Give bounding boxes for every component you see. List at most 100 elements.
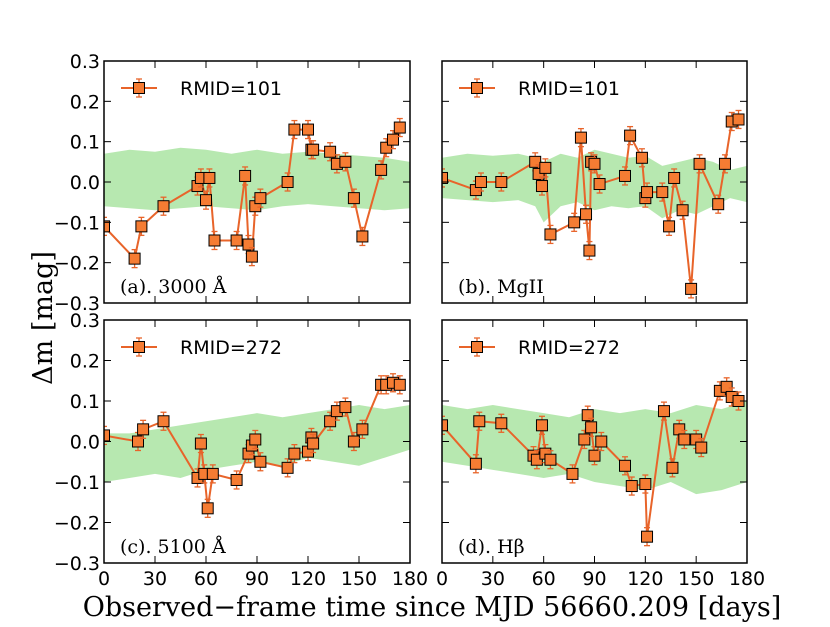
- data-point: [676, 204, 689, 217]
- data-point: [641, 186, 654, 199]
- data-point: [288, 447, 301, 460]
- data-point: [201, 502, 214, 515]
- y-tick-label: 0.1: [70, 391, 100, 413]
- panels: −0.3 −0.2 −0.1 0.0 0.1 0.2 0.3 RMID=101 (a). 300…: [54, 51, 765, 590]
- legend-marker: [133, 82, 145, 94]
- plot-area: [442, 377, 747, 547]
- data-point: [288, 123, 301, 136]
- data-point: [583, 244, 596, 257]
- x-tick-label: 30: [143, 568, 167, 590]
- data-point: [469, 457, 482, 470]
- legend: RMID=272: [121, 337, 282, 359]
- panel-label: (c). 5100 Å: [120, 536, 226, 558]
- y-tick-label: 0.2: [70, 91, 100, 113]
- data-point: [732, 113, 745, 126]
- data-point: [535, 180, 548, 193]
- data-point: [535, 419, 548, 432]
- data-point: [281, 176, 294, 188]
- data-point: [720, 380, 733, 393]
- y-tick-label: −0.1: [54, 472, 100, 494]
- data-point: [639, 478, 652, 491]
- data-point: [619, 459, 631, 472]
- data-point: [657, 405, 670, 418]
- data-point: [566, 467, 579, 480]
- data-point: [641, 530, 654, 543]
- data-point: [593, 178, 606, 191]
- y-tick-label: 0.0: [70, 432, 100, 454]
- legend: RMID=272: [459, 337, 620, 359]
- x-tick-label: 90: [245, 568, 269, 590]
- panel-4: 0 30 60 90 120 150 180 RMID=272 (d). Hβ: [436, 319, 765, 590]
- plot-area: [104, 117, 410, 269]
- data-point: [104, 220, 110, 233]
- y-axis-label: Δm [mag]: [28, 251, 59, 385]
- data-point: [625, 480, 638, 493]
- data-point: [375, 163, 388, 176]
- data-point: [157, 200, 170, 213]
- data-point: [585, 421, 598, 434]
- data-point: [135, 220, 148, 233]
- y-tick-label: −0.2: [54, 253, 100, 275]
- y-tick-label: 0.0: [70, 172, 100, 194]
- y-tick-label: 0.3: [70, 310, 100, 332]
- y-tick-label: −0.3: [54, 553, 100, 575]
- data-point: [380, 141, 393, 154]
- data-point: [568, 216, 581, 229]
- legend-label: RMID=101: [180, 78, 282, 100]
- data-point: [624, 129, 637, 142]
- y-tick-label: 0.2: [70, 351, 100, 373]
- y-tick-label: 0.1: [70, 132, 100, 154]
- data-point: [324, 145, 337, 158]
- data-point: [356, 423, 369, 436]
- series-line: [104, 381, 401, 509]
- data-point: [239, 169, 252, 182]
- data-point: [242, 238, 255, 251]
- data-point: [307, 437, 320, 450]
- data-point: [712, 198, 725, 211]
- data-point: [347, 192, 360, 205]
- data-point: [663, 220, 676, 233]
- data-point: [588, 449, 601, 462]
- x-tick-label: 150: [341, 568, 377, 590]
- data-point: [387, 133, 399, 146]
- data-point: [324, 415, 337, 428]
- data-point: [254, 192, 267, 205]
- legend-label: RMID=101: [518, 78, 620, 100]
- data-point: [230, 234, 243, 247]
- legend: RMID=101: [459, 78, 620, 100]
- plot-area: [442, 109, 747, 299]
- data-point: [539, 161, 552, 174]
- data-point: [685, 282, 698, 295]
- data-point: [307, 143, 320, 156]
- legend: RMID=101: [121, 78, 282, 100]
- data-point: [203, 171, 216, 184]
- y-tick-label: 0.3: [70, 51, 100, 73]
- data-point: [574, 131, 587, 144]
- data-point: [254, 455, 267, 468]
- data-point: [442, 171, 448, 184]
- data-point: [208, 234, 221, 247]
- data-point: [695, 441, 708, 454]
- data-point: [580, 208, 593, 221]
- data-point: [347, 435, 360, 448]
- data-point: [666, 461, 679, 474]
- data-point: [128, 252, 141, 265]
- data-point: [157, 415, 170, 428]
- data-point: [530, 453, 543, 466]
- data-point: [339, 401, 352, 414]
- x-tick-label: 90: [582, 568, 606, 590]
- x-tick-label: 60: [194, 568, 218, 590]
- x-axis-label: Observed−frame time since MJD 56660.209 …: [83, 592, 782, 623]
- panel-label: (b). MgII: [458, 276, 544, 298]
- data-point: [673, 423, 686, 436]
- x-tick-label: 60: [532, 568, 556, 590]
- data-point: [635, 151, 648, 164]
- data-point: [393, 378, 406, 391]
- panel-1: −0.3 −0.2 −0.1 0.0 0.1 0.2 0.3 RMID=101 (a). 300…: [54, 51, 411, 315]
- y-tick-label: −0.2: [54, 513, 100, 535]
- data-point: [245, 250, 258, 263]
- data-point: [474, 176, 487, 188]
- data-point: [137, 423, 150, 436]
- x-tick-label: 120: [290, 568, 326, 590]
